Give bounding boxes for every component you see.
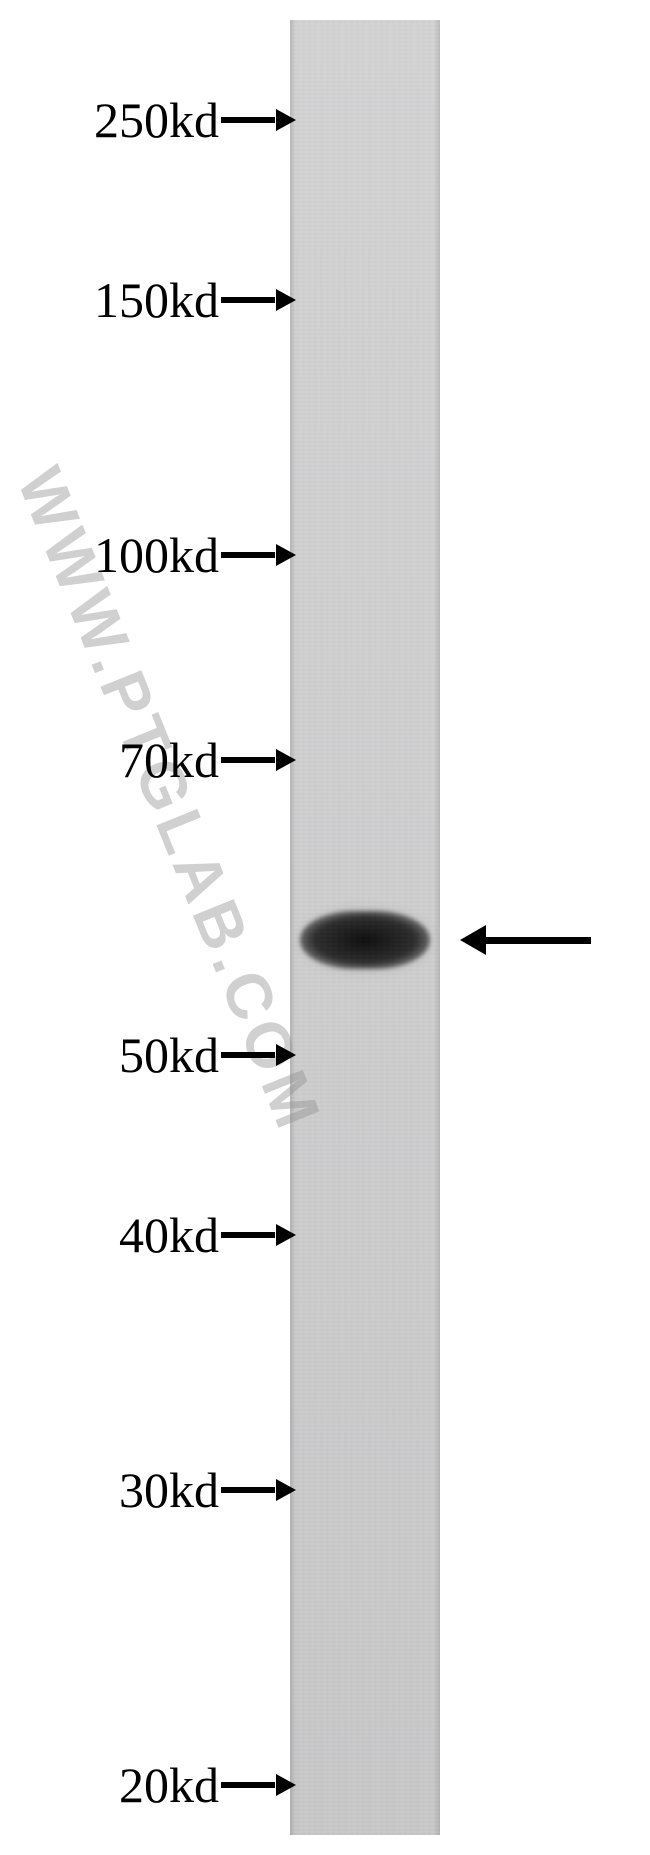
arrow-left-head-icon (460, 925, 486, 955)
marker-label: 250kd (94, 91, 219, 149)
protein-band (300, 911, 430, 969)
result-arrow (460, 925, 591, 955)
marker-row: 20kd (15, 1755, 275, 1815)
marker-label: 100kd (94, 526, 219, 584)
marker-row: 100kd (15, 525, 275, 585)
arrow-right-icon (221, 552, 275, 558)
marker-label: 70kd (119, 731, 219, 789)
blot-figure: WWW.PTGLAB.COM 250kd150kd100kd70kd50kd40… (0, 0, 650, 1855)
marker-label: 40kd (119, 1206, 219, 1264)
arrow-shaft (486, 937, 591, 944)
marker-row: 70kd (15, 730, 275, 790)
marker-label: 50kd (119, 1026, 219, 1084)
arrow-right-icon (221, 1232, 275, 1238)
marker-row: 40kd (15, 1205, 275, 1265)
marker-label: 20kd (119, 1756, 219, 1814)
arrow-right-icon (221, 1052, 275, 1058)
arrow-right-icon (221, 1487, 275, 1493)
arrow-right-icon (221, 297, 275, 303)
marker-row: 50kd (15, 1025, 275, 1085)
marker-row: 250kd (15, 90, 275, 150)
marker-row: 150kd (15, 270, 275, 330)
blot-lane (290, 20, 440, 1835)
marker-label: 150kd (94, 271, 219, 329)
marker-row: 30kd (15, 1460, 275, 1520)
arrow-right-icon (221, 117, 275, 123)
arrow-right-icon (221, 757, 275, 763)
arrow-right-icon (221, 1782, 275, 1788)
marker-label: 30kd (119, 1461, 219, 1519)
